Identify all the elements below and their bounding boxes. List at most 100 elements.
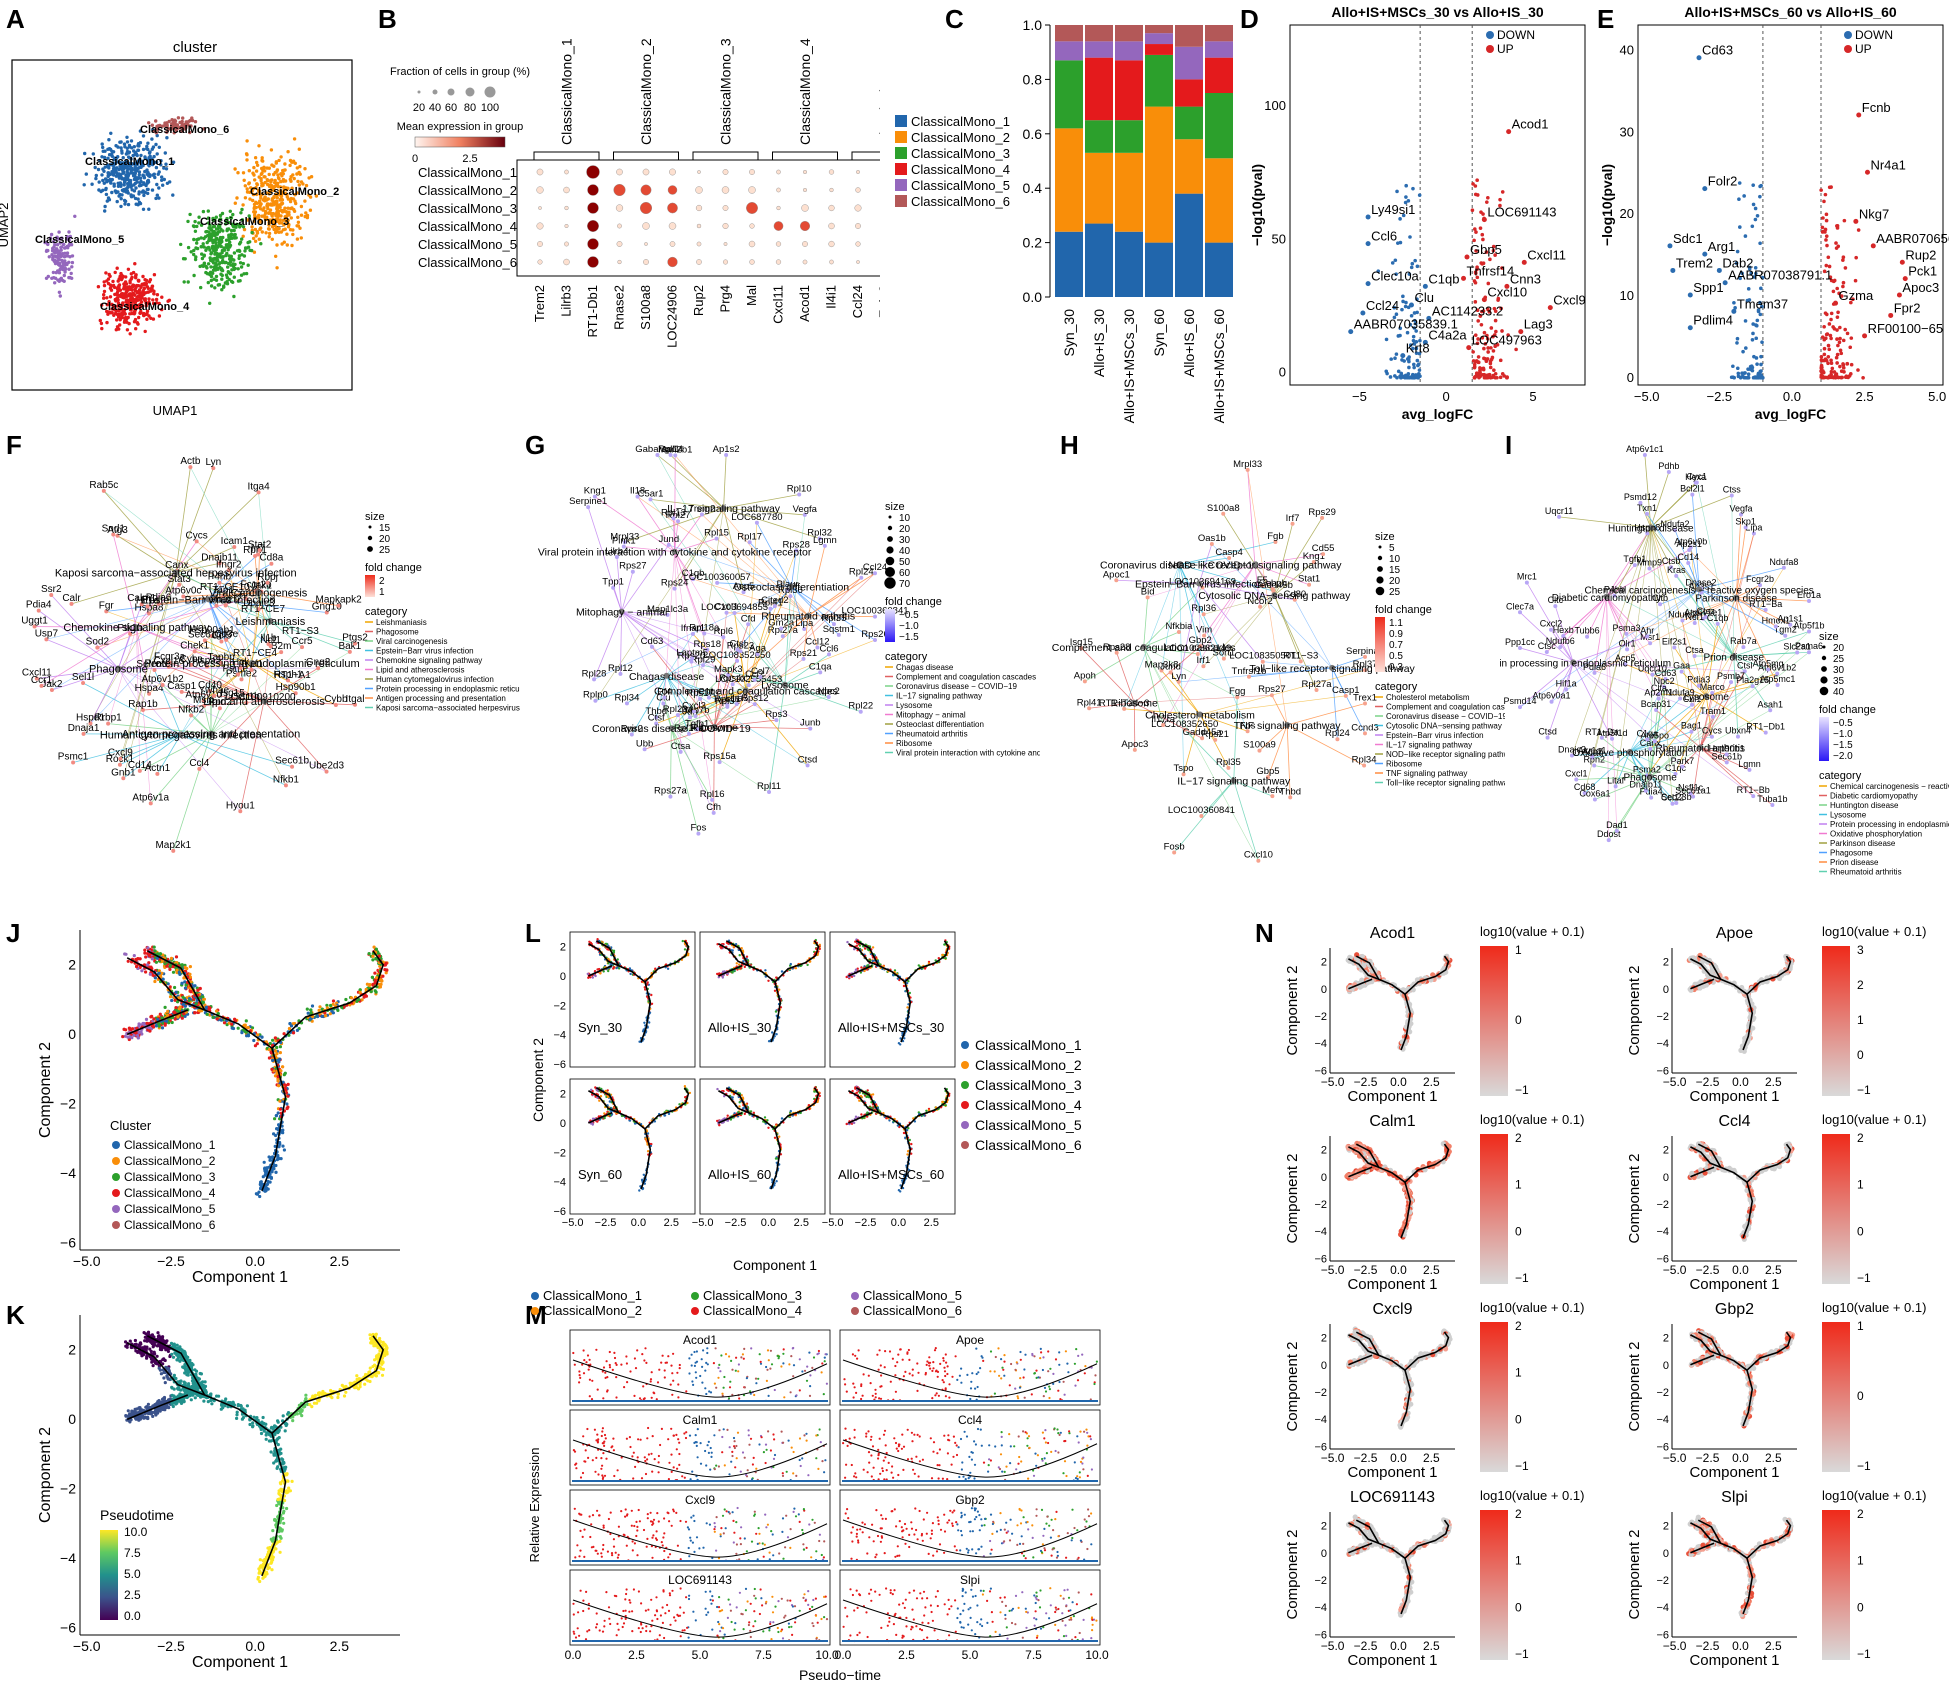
network-gene-node <box>1270 587 1275 592</box>
umap-point <box>55 247 59 251</box>
network-term-node <box>663 672 670 679</box>
network-term-node <box>205 596 212 603</box>
b-dot <box>803 187 808 192</box>
volcano-point <box>1759 362 1763 367</box>
umap-point <box>227 233 231 237</box>
trajectory-cell <box>342 1005 346 1009</box>
trajectory-cell <box>318 1005 322 1009</box>
umap-point <box>286 150 290 154</box>
b-dot <box>775 241 782 247</box>
network-gene-label: Akr1a1 <box>1578 745 1607 755</box>
umap-point <box>155 182 159 187</box>
network-gene-label: Ccl12 <box>805 636 829 647</box>
network-gene-node <box>661 701 666 706</box>
network-gene-node <box>189 662 194 667</box>
umap-point <box>129 272 133 276</box>
umap-point <box>108 283 113 287</box>
network-gene-label: Ctsz <box>1697 606 1716 616</box>
umap-point <box>164 167 169 171</box>
umap-point <box>141 207 146 211</box>
umap-point <box>53 281 57 285</box>
network-gene-label: Atp6v0a1 <box>1533 691 1571 701</box>
umap-point <box>248 197 252 201</box>
b-gene-label: S100a8 <box>638 285 653 330</box>
umap-point <box>184 120 188 124</box>
network-gene-node <box>192 649 197 654</box>
umap-point <box>101 145 105 150</box>
umap-point <box>208 248 212 252</box>
volcano-point <box>1492 368 1496 372</box>
umap-point <box>252 210 256 214</box>
volcano-point <box>1413 258 1417 263</box>
network-gene-node <box>1201 664 1206 669</box>
trajectory-cell <box>276 1058 280 1062</box>
volcano-gene-label: Ccl24 <box>1366 298 1399 313</box>
network-gene-label: Bcap31 <box>1641 699 1672 709</box>
network-gene-node <box>873 614 877 619</box>
network-gene-label: Snd1 <box>102 524 126 535</box>
volcano-point <box>1472 279 1477 283</box>
umap-point <box>192 237 196 242</box>
network-gene-label: Bak1 <box>338 641 361 652</box>
volcano-point <box>1492 333 1497 337</box>
network-gene-label: Cd63 <box>641 636 664 647</box>
umap-point <box>137 305 142 309</box>
umap-point <box>290 160 294 164</box>
volcano-point <box>1493 318 1498 323</box>
trajectory-cell <box>250 1026 255 1030</box>
trajectory-cell <box>274 1133 278 1138</box>
network-gene-label: Apoc1 <box>1103 569 1130 580</box>
umap-point <box>126 267 131 271</box>
volcano-legend-down: DOWN <box>1497 28 1535 42</box>
umap-point <box>231 262 236 266</box>
volcano-point <box>1417 351 1422 356</box>
network-gene-node <box>648 497 653 502</box>
network-gene-label: LOC100910200 <box>225 692 296 703</box>
umap-point <box>223 281 228 285</box>
network-gene-node <box>735 647 740 652</box>
network-gene-node <box>1701 616 1706 621</box>
volcano-frame <box>1637 24 1944 386</box>
umap-point <box>231 212 235 217</box>
trajectory-cell <box>176 1015 180 1019</box>
network-gene-label: Fosb <box>1164 842 1185 853</box>
e-ylabel: −log10(pval) <box>1600 164 1615 246</box>
b-dot <box>746 202 758 214</box>
volcano-point <box>1741 349 1745 354</box>
network-term-label: Huntington disease <box>1608 523 1694 534</box>
c-ytick: 0.8 <box>1023 71 1043 87</box>
network-gene-label: RT1−Ba <box>1749 599 1782 609</box>
axis-ytick: −2 <box>60 1096 76 1112</box>
volcano-point <box>1395 189 1399 194</box>
network-gene-node <box>156 601 161 606</box>
volcano-point <box>1841 280 1846 285</box>
c-bar-segment <box>1145 25 1173 34</box>
umap-point <box>259 196 263 200</box>
network-gene-node <box>155 771 160 776</box>
umap-point <box>136 289 141 294</box>
volcano-point <box>1389 357 1393 361</box>
volcano-gene-label: Apoc3 <box>1902 280 1939 295</box>
network-gene-label: Rps27a <box>654 786 687 797</box>
volcano-point <box>1829 336 1833 341</box>
volcano-point <box>1392 305 1397 310</box>
umap-point <box>123 145 127 149</box>
umap-point <box>105 320 109 325</box>
network-gene-node <box>111 532 116 537</box>
volcano-point <box>1412 362 1416 367</box>
umap-point <box>274 217 279 221</box>
network-gene-node <box>676 519 681 524</box>
umap-point <box>98 159 102 163</box>
umap-point <box>161 183 165 187</box>
network-cat-label: Oxidative phosphorylation <box>1830 830 1922 839</box>
network-term-node <box>711 723 718 730</box>
volcano-point <box>1505 375 1509 380</box>
network-gene-node <box>219 639 224 644</box>
trajectory-cell <box>197 1008 201 1012</box>
network-term-label: Protein processing in endoplasmic reticu… <box>144 658 359 670</box>
network-gene-label: Dnajb11 <box>201 552 238 563</box>
umap-point <box>270 197 274 201</box>
umap-point <box>258 199 262 203</box>
network-gene-node <box>592 494 597 499</box>
network-term-node <box>133 624 140 631</box>
